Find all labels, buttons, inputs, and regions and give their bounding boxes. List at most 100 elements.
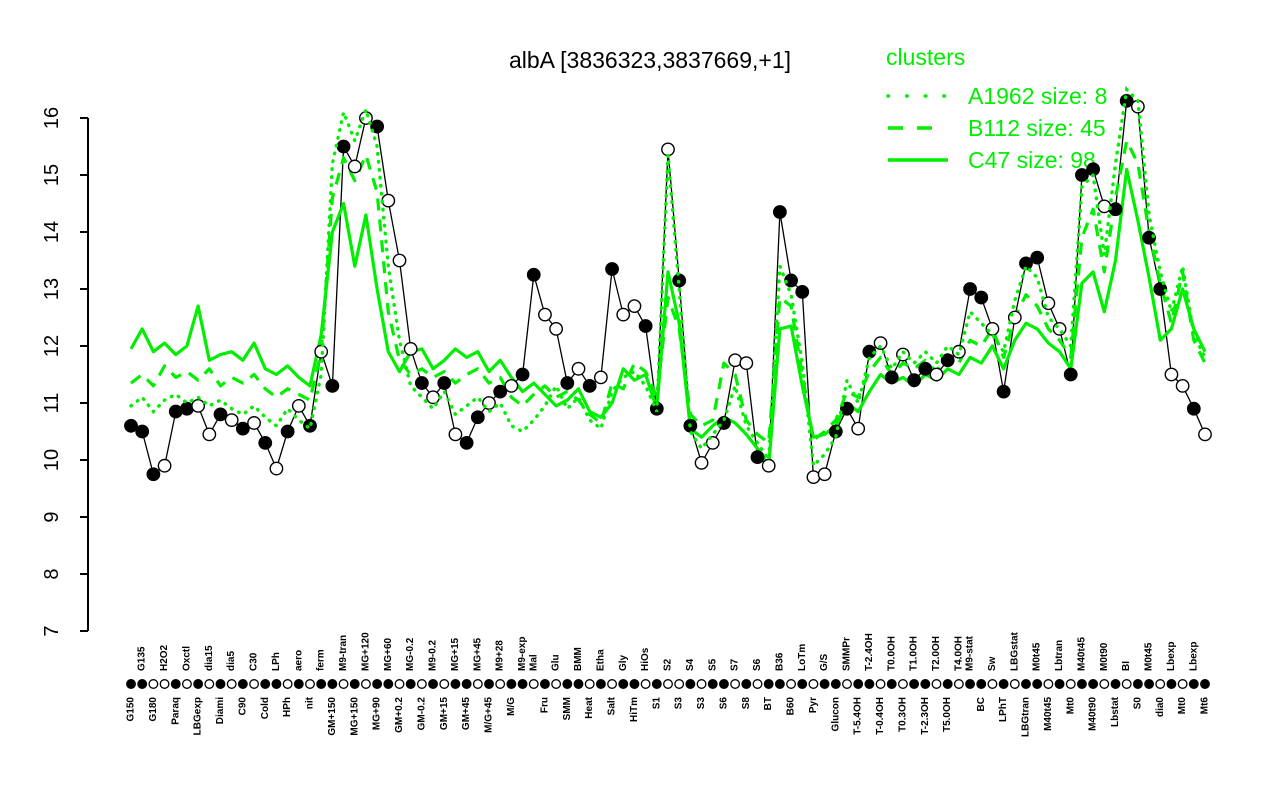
y-tick-label: 14 [41,221,63,243]
condition-marker [595,679,606,689]
condition-marker [696,679,707,689]
condition-label: Mt0 [1177,697,1188,715]
condition-marker [170,679,181,689]
condition-marker [260,679,271,689]
expression-point [280,424,295,439]
condition-marker [1132,679,1143,689]
condition-label: Lbtran [1054,640,1065,671]
condition-marker [383,679,394,689]
legend-header: clusters [886,44,965,70]
condition-label: M0t45 [1032,642,1043,671]
condition-marker [584,679,595,689]
condition-label: LoTm [797,644,808,671]
expression-point [1063,367,1078,382]
condition-marker [629,679,640,689]
condition-label: S6 [752,658,763,671]
expression-point [470,410,485,425]
condition-label: GM+0.2 [394,697,405,733]
expression-point [247,416,261,430]
condition-marker [148,679,159,689]
condition-label: Oxctl [181,646,192,671]
y-tick-label: 13 [41,278,63,300]
condition-marker [349,679,360,689]
condition-label: BT [763,697,774,710]
expression-point [593,370,608,385]
condition-marker [663,679,673,689]
condition-marker [495,679,506,689]
y-tick-label: 15 [41,164,63,186]
condition-marker [998,679,1009,689]
expression-point [1052,321,1067,336]
condition-marker [305,679,315,689]
condition-label: Gly [618,654,629,671]
condition-label: MG+45 [472,637,483,671]
expression-point [1153,282,1168,296]
x-axis-conditions: G150 G135 G180 H2O2 Paraq Oxctl LBGexp dia15 Dia… [126,631,1211,737]
condition-label: Fru [539,697,550,713]
y-tick-label: 10 [41,449,63,471]
cluster-b112-line [130,139,1207,445]
condition-marker [651,679,662,689]
condition-marker [126,679,136,689]
expression-point [526,267,541,282]
expression-point [761,458,776,473]
expression-point [974,290,989,305]
condition-label: M9+28 [495,640,506,671]
condition-label: M9-tran [338,635,349,671]
condition-marker [562,679,573,689]
condition-label: S5 [707,658,718,671]
expression-point [1097,199,1112,214]
condition-label: aero [293,650,304,671]
condition-label: T4.0OH [953,636,964,671]
condition-marker [1065,679,1076,689]
condition-label: H2O2 [159,644,170,671]
condition-label: Mt0 [1065,697,1076,715]
expression-point [269,461,284,476]
condition-label: M40t90 [1088,697,1099,731]
condition-label: T-0.4OH [875,697,886,735]
condition-label: M9-0.2 [428,639,439,671]
expression-point [235,421,250,436]
condition-marker [1110,679,1121,689]
expression-point [325,378,340,393]
condition-label: G135 [137,646,148,671]
condition-label: HiOs [640,647,651,671]
condition-label: G180 [148,697,159,722]
condition-marker [640,679,651,689]
condition-marker [674,679,685,689]
condition-label: T-5.4OH [853,697,864,735]
expression-point [1175,378,1190,393]
expression-point [414,376,429,390]
condition-label: MG-0.2 [405,637,416,671]
expression-point [907,373,922,388]
condition-marker [808,679,819,689]
condition-marker [394,679,405,689]
expression-point [638,319,653,333]
condition-label: BC [976,697,987,711]
condition-marker [472,679,483,689]
condition-label: C30 [249,652,260,671]
expression-point [996,384,1011,399]
condition-marker [1076,679,1087,689]
condition-marker [428,679,439,689]
y-axis: 7 8 9 10 11 12 13 14 15 16 [41,107,89,637]
expression-point [549,321,564,336]
expression-point [772,205,787,219]
y-tick-label: 12 [41,335,63,357]
condition-label: C90 [237,697,248,716]
condition-marker [864,679,875,689]
condition-label: M0t45 [1144,642,1155,671]
condition-label: Salt [607,696,618,715]
condition-label: Heat [584,696,595,718]
condition-label: B36 [774,652,785,671]
condition-marker [842,679,852,689]
condition-marker [976,679,987,689]
condition-label: S4 [685,658,696,671]
condition-marker [786,679,797,689]
expression-point [493,384,508,399]
expression-point [538,307,552,322]
condition-label: T2.0OH [931,636,942,671]
expression-point [146,467,161,482]
condition-label: M/G [506,697,517,716]
